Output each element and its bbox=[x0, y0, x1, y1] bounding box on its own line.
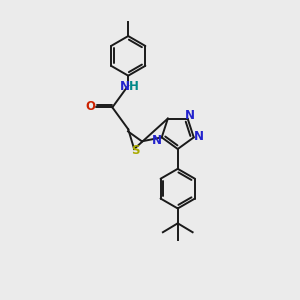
Text: O: O bbox=[85, 100, 96, 113]
Text: N: N bbox=[184, 109, 195, 122]
Text: N: N bbox=[194, 130, 204, 143]
Text: S: S bbox=[131, 143, 140, 157]
Text: N: N bbox=[152, 134, 162, 147]
Text: N: N bbox=[120, 80, 130, 93]
Text: H: H bbox=[129, 80, 139, 93]
